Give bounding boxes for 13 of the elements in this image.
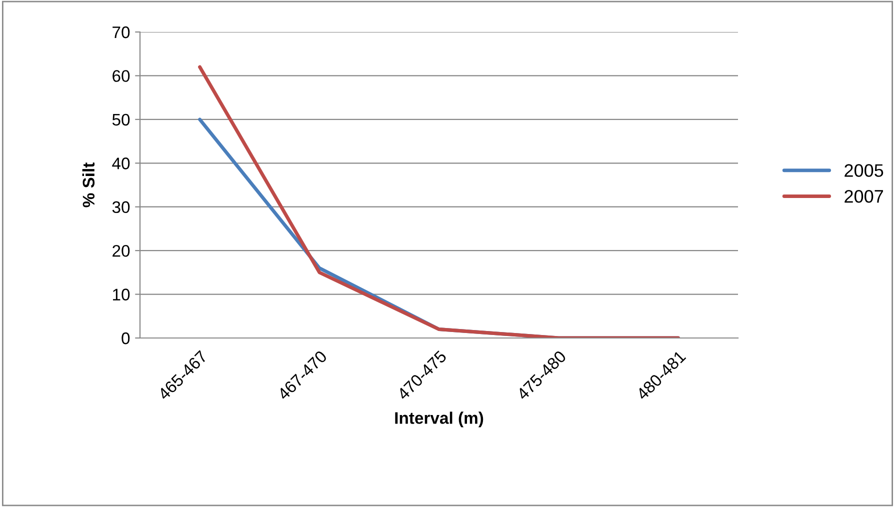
y-tick-label: 30 xyxy=(112,201,130,214)
y-tick-label: 40 xyxy=(112,158,130,170)
legend-label: 2005 xyxy=(844,164,884,177)
legend-label: 2007 xyxy=(844,190,883,203)
y-tick-label: 0 xyxy=(122,332,130,344)
y-tick-label: 10 xyxy=(113,288,130,300)
y-tick-label: 50 xyxy=(112,114,130,126)
y-tick-label: 20 xyxy=(112,244,130,257)
y-tick-label: 70 xyxy=(112,26,130,38)
line-series xyxy=(198,65,680,338)
y-tick-label: 60 xyxy=(112,70,130,82)
y-axis-title: % Silt xyxy=(82,162,95,208)
x-axis-title: Interval (m) xyxy=(395,412,484,428)
